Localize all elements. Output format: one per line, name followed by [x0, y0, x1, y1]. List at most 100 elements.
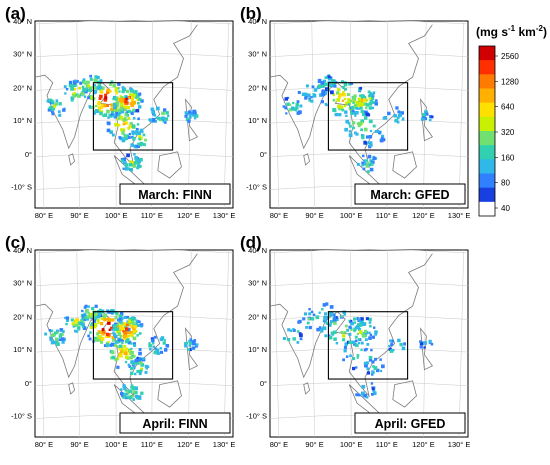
emission-pixel [360, 119, 365, 124]
emission-pixel [353, 111, 356, 115]
emission-pixel [72, 324, 76, 328]
inner-domain-box [92, 311, 174, 380]
emission-pixel [101, 332, 104, 336]
emission-pixel [135, 132, 139, 136]
emission-pixel [324, 312, 328, 316]
emission-pixel [369, 159, 373, 163]
emission-pixel [97, 330, 101, 333]
emission-pixel [192, 346, 196, 350]
longitude-label: 110° E [141, 440, 163, 449]
emission-pixel [162, 120, 165, 123]
emission-pixel [312, 93, 317, 98]
colorbar-swatch [479, 46, 495, 61]
emission-pixel [135, 395, 139, 399]
emission-pixel [322, 303, 327, 307]
emission-pixel [117, 82, 121, 86]
emission-pixel [381, 134, 385, 138]
latitude-label: 0° [260, 379, 267, 388]
emission-pixel [368, 102, 373, 106]
emission-pixel [346, 329, 350, 332]
emission-pixel [119, 335, 123, 338]
colorbar-tick-label: 2560 [501, 52, 519, 61]
emission-pixel [358, 330, 363, 334]
graticule-latitude [269, 348, 469, 353]
emission-pixel [133, 161, 137, 165]
emission-pixel [130, 367, 134, 371]
emission-pixel [349, 99, 353, 103]
emission-pixel [193, 117, 197, 120]
emission-pixel [367, 163, 371, 167]
emission-pixel [342, 85, 345, 89]
emission-pixel [110, 113, 114, 116]
unit-text: ) [543, 25, 547, 39]
emission-pixel [356, 356, 359, 359]
island-outline [157, 380, 182, 408]
emission-pixel [129, 331, 133, 335]
emission-pixel [152, 120, 155, 123]
emission-pixel [84, 82, 87, 86]
emission-pixel [142, 143, 146, 147]
emission-pixel [403, 342, 406, 345]
emission-pixel [381, 364, 385, 369]
emission-pixel [131, 160, 135, 165]
emission-pixel [343, 349, 347, 353]
emission-pixel [188, 344, 191, 347]
emission-pixel [318, 326, 322, 329]
emission-pixel [362, 322, 366, 327]
emission-pixel [99, 94, 103, 99]
emission-pixel [355, 103, 360, 107]
emission-pixel [370, 348, 373, 352]
emission-pixel [367, 95, 371, 98]
emission-pixel [141, 357, 145, 361]
emission-pixel [85, 317, 90, 321]
emission-pixel [121, 90, 125, 94]
graticule-latitude [269, 315, 469, 320]
emission-pixel [362, 167, 366, 171]
island-outline [419, 98, 434, 142]
emission-pixel [124, 108, 127, 112]
coastline [34, 253, 198, 398]
emission-pixel [137, 164, 141, 168]
island-outline [419, 327, 434, 371]
emission-pixel [342, 91, 345, 94]
emission-pixel [130, 89, 133, 93]
emission-pixel [369, 143, 373, 147]
latitude-label: 20° N [13, 312, 32, 321]
emission-pixel [429, 115, 432, 118]
latitude-label: -10° S [246, 411, 267, 420]
emission-pixel [323, 317, 327, 321]
graticule-longitude [458, 20, 464, 209]
colorbar-swatch [479, 88, 495, 104]
emission-pixel [152, 118, 156, 122]
emission-pixel [99, 330, 103, 334]
emission-pixel [61, 340, 65, 344]
emission-pixel [137, 117, 140, 121]
emission-pixel [364, 338, 368, 342]
emission-pixel [116, 345, 120, 349]
emission-pixel [361, 134, 364, 137]
emission-pixel [319, 327, 323, 331]
emission-pixel [362, 98, 367, 102]
emission-pixel [92, 319, 97, 323]
unit-text: km [515, 25, 536, 39]
emission-pixel [105, 343, 110, 347]
emission-pixel [148, 118, 152, 121]
emission-pixel [361, 163, 364, 167]
emission-pixel [345, 355, 349, 358]
emission-pixel [53, 341, 56, 344]
emission-pixel [131, 101, 135, 105]
colorbar-tick-label: 640 [501, 103, 515, 112]
emission-pixel [50, 107, 54, 111]
emission-pixel [100, 103, 103, 106]
emission-pixel [110, 80, 114, 84]
emission-pixel [350, 111, 354, 115]
emission-pixel [358, 341, 361, 345]
emission-pixel [390, 343, 394, 347]
emission-pixel [118, 317, 122, 321]
emission-pixel [193, 339, 197, 342]
panel-letter: (b) [240, 4, 262, 23]
emission-pixel [97, 335, 102, 339]
latitude-label: 0° [25, 150, 32, 159]
emission-pixel [362, 332, 366, 335]
emission-pixel [353, 94, 357, 98]
